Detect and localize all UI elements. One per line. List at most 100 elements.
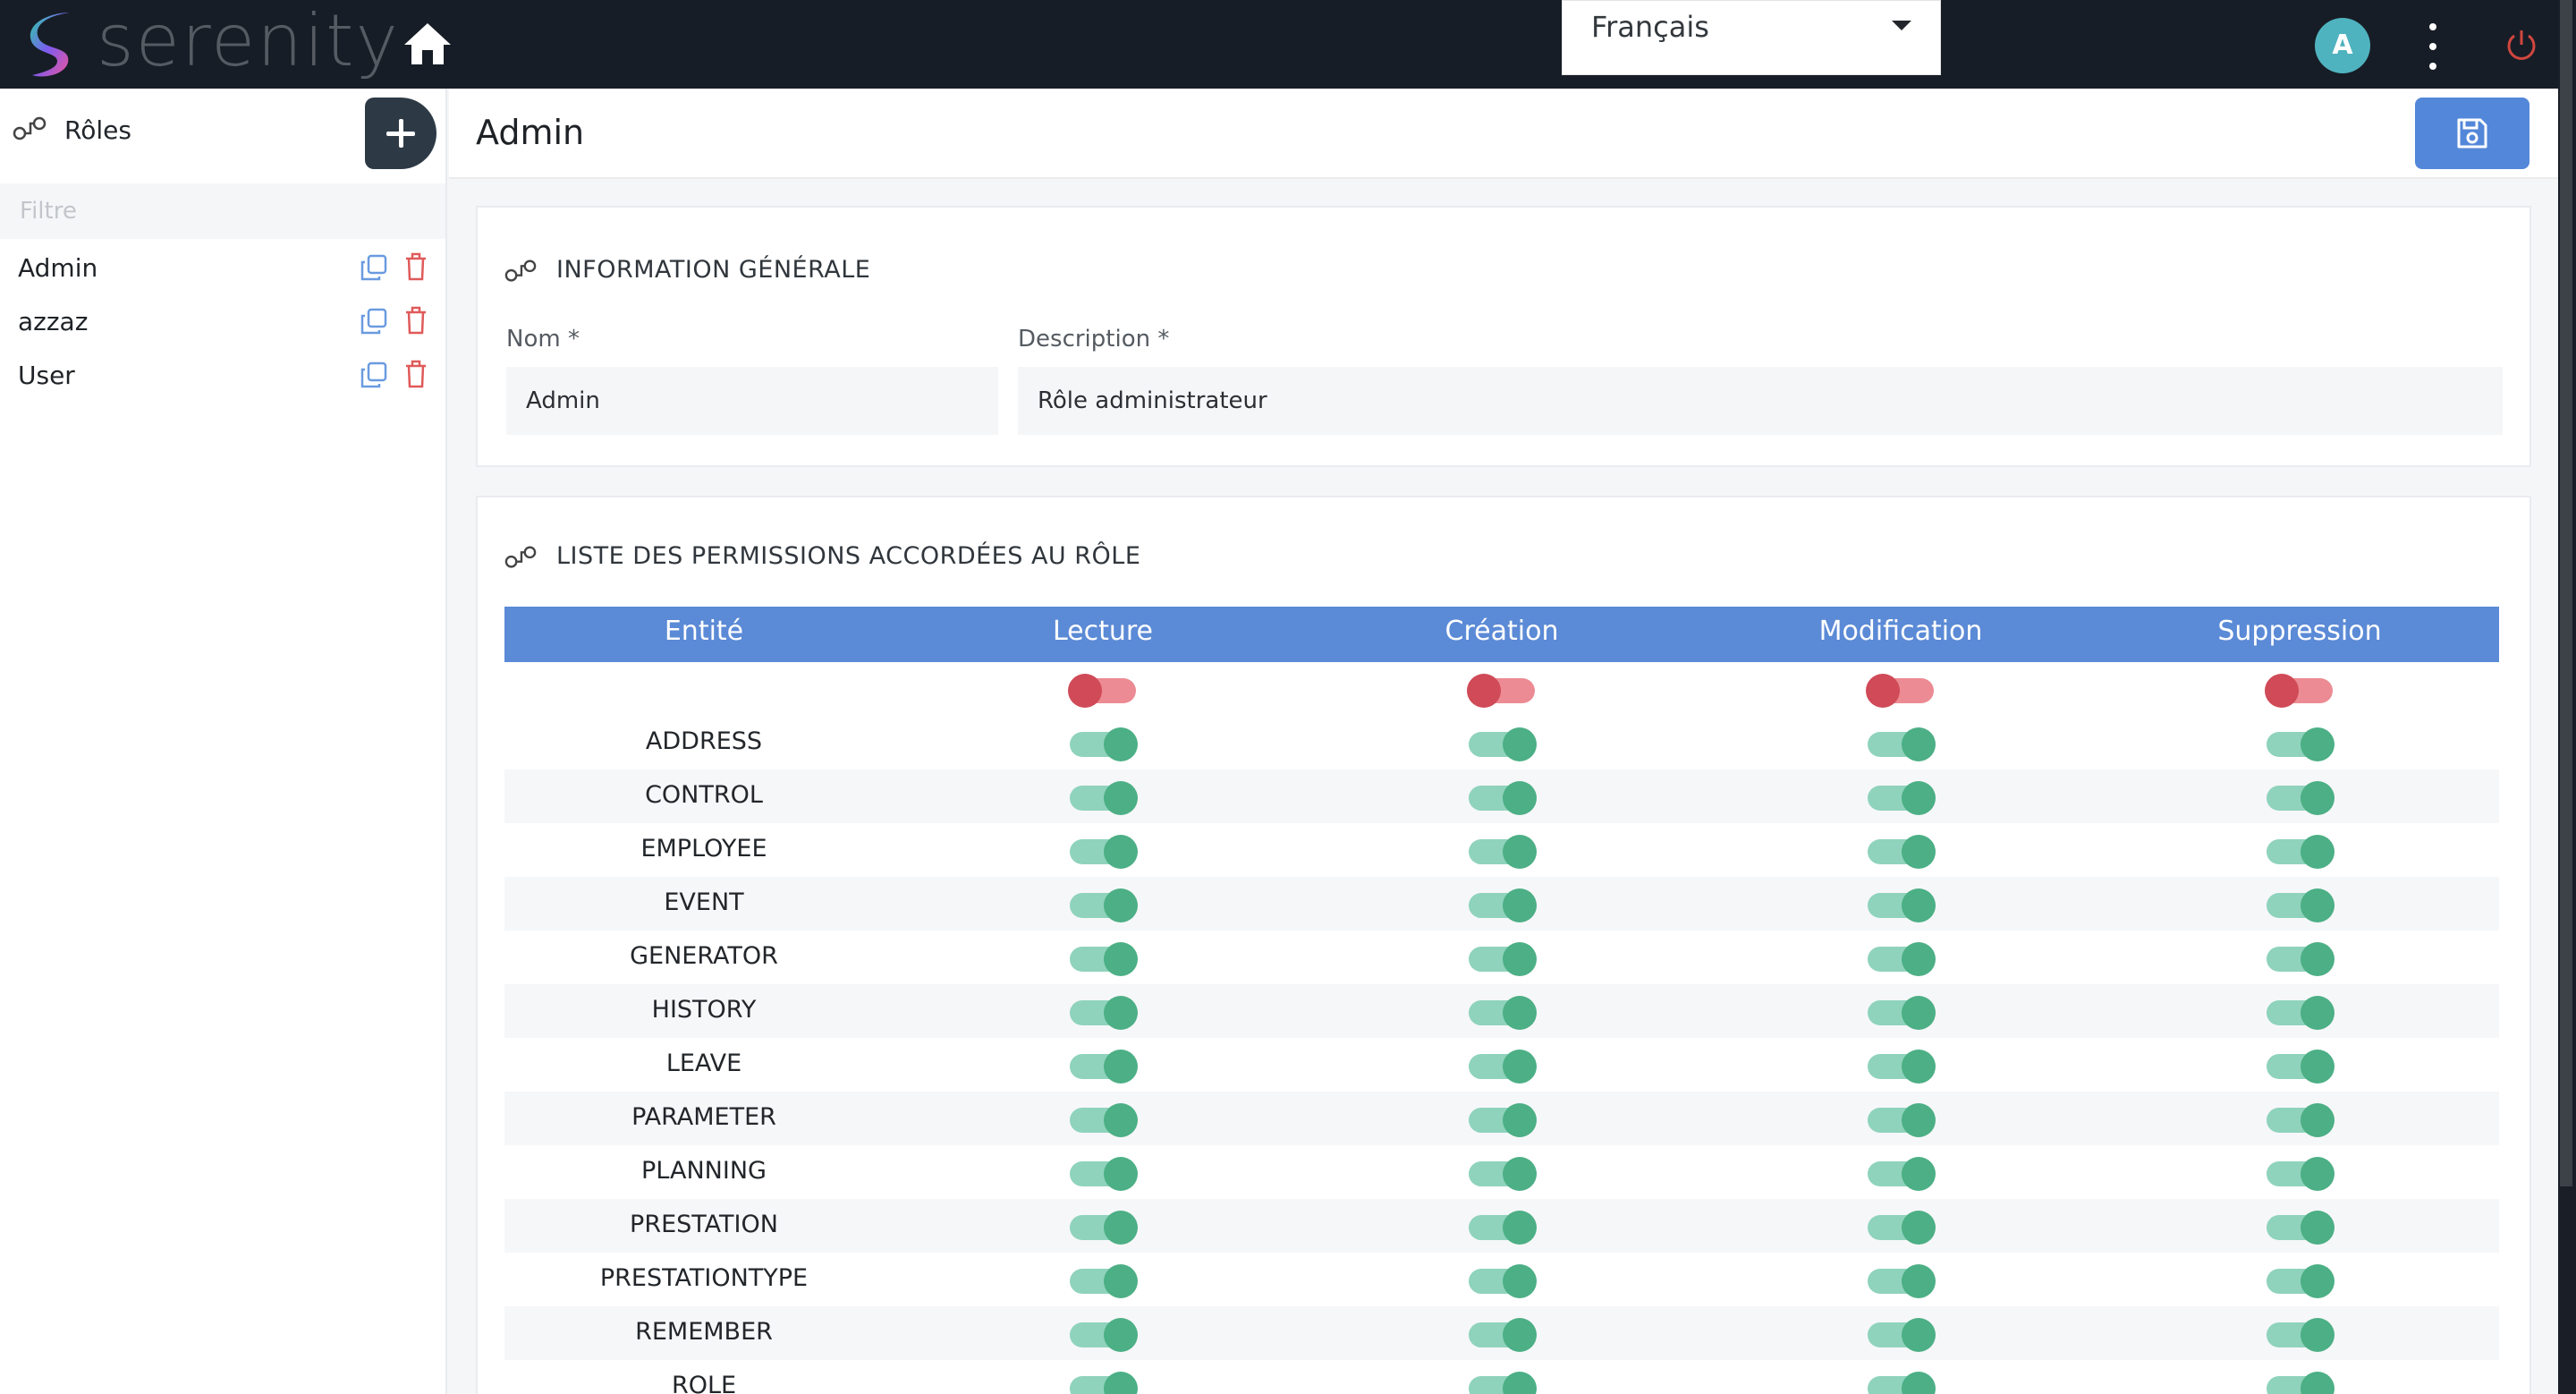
copy-icon[interactable]: [360, 253, 388, 282]
toggle-create[interactable]: [1469, 835, 1537, 869]
trash-icon[interactable]: [403, 359, 428, 389]
toggle-update[interactable]: [1868, 996, 1936, 1030]
role-item[interactable]: Admin: [0, 242, 445, 294]
permission-row: EVENT: [504, 877, 2499, 931]
toggle-delete[interactable]: [2267, 835, 2334, 869]
toggle-knob: [1503, 1157, 1537, 1191]
toggle-create[interactable]: [1469, 888, 1537, 922]
toggle-read[interactable]: [1070, 781, 1138, 815]
toggle-update[interactable]: [1868, 1318, 1936, 1352]
role-item[interactable]: azzaz: [0, 296, 445, 348]
toggle-delete[interactable]: [2267, 1157, 2334, 1191]
toggle-knob: [2301, 1372, 2334, 1394]
language-select[interactable]: Français: [1562, 0, 1941, 75]
general-info-card: INFORMATION GÉNÉRALE Nom * Description *: [476, 206, 2531, 467]
toggle-read[interactable]: [1070, 1157, 1138, 1191]
toggle-knob: [1104, 1264, 1138, 1298]
sidebar-title: Rôles: [64, 115, 131, 145]
toggle-delete[interactable]: [2267, 942, 2334, 976]
toggle-delete[interactable]: [2267, 888, 2334, 922]
toggle-delete[interactable]: [2267, 781, 2334, 815]
toggle-delete[interactable]: [2267, 1318, 2334, 1352]
toggle-update[interactable]: [1868, 1264, 1936, 1298]
toggle-update[interactable]: [1868, 942, 1936, 976]
filter-input[interactable]: [0, 183, 445, 239]
save-button[interactable]: [2415, 98, 2529, 169]
toggle-knob: [1503, 781, 1537, 815]
description-field[interactable]: [1018, 367, 2503, 435]
toggle-knob: [1902, 996, 1936, 1030]
toggle-knob: [1902, 1050, 1936, 1084]
role-item[interactable]: User: [0, 350, 445, 402]
toggle-update[interactable]: [1868, 1157, 1936, 1191]
toggle-create[interactable]: [1469, 942, 1537, 976]
toggle-delete[interactable]: [2267, 1372, 2334, 1394]
toggle-knob: [1902, 942, 1936, 976]
toggle-knob: [1902, 1211, 1936, 1245]
copy-icon[interactable]: [360, 307, 388, 336]
toggle-update[interactable]: [1868, 1103, 1936, 1137]
toggle-read[interactable]: [1070, 1264, 1138, 1298]
column-header-read: Lecture: [1052, 616, 1154, 647]
toggle-delete[interactable]: [2267, 1211, 2334, 1245]
toggle-read[interactable]: [1070, 942, 1138, 976]
toggle-knob: [2301, 888, 2334, 922]
toggle-knob: [2301, 1264, 2334, 1298]
toggle-update[interactable]: [1868, 888, 1936, 922]
toggle-delete[interactable]: [2267, 727, 2334, 761]
permissions-table-header: Entité Lecture Création Modification Sup…: [504, 607, 2499, 662]
toggle-delete[interactable]: [2267, 1264, 2334, 1298]
toggle-read[interactable]: [1070, 996, 1138, 1030]
add-role-button[interactable]: [365, 98, 436, 169]
toggle-update[interactable]: [1868, 1050, 1936, 1084]
toggle-create[interactable]: [1469, 727, 1537, 761]
toggle-create[interactable]: [1469, 1264, 1537, 1298]
column-header-delete: Suppression: [2217, 616, 2382, 647]
home-icon[interactable]: [401, 20, 454, 66]
entity-name: LEAVE: [665, 1050, 742, 1077]
toggle-read[interactable]: [1070, 1372, 1138, 1394]
copy-icon[interactable]: [360, 361, 388, 389]
toggle-create[interactable]: [1469, 1211, 1537, 1245]
toggle-knob: [2265, 674, 2299, 708]
toggle-read[interactable]: [1070, 1318, 1138, 1352]
entity-name: REMEMBER: [635, 1318, 773, 1346]
toggle-create[interactable]: [1469, 996, 1537, 1030]
toggle-read[interactable]: [1070, 1103, 1138, 1137]
toggle-all-create[interactable]: [1467, 674, 1535, 708]
toggle-delete[interactable]: [2267, 1103, 2334, 1137]
entity-name: EMPLOYEE: [640, 835, 767, 863]
toggle-update[interactable]: [1868, 1372, 1936, 1394]
toggle-delete[interactable]: [2267, 1050, 2334, 1084]
toggle-update[interactable]: [1868, 727, 1936, 761]
toggle-create[interactable]: [1469, 1050, 1537, 1084]
more-vertical-icon[interactable]: [2420, 21, 2445, 72]
toggle-all-update[interactable]: [1866, 674, 1934, 708]
toggle-update[interactable]: [1868, 835, 1936, 869]
top-bar: serenity Français A: [0, 0, 2576, 89]
toggle-update[interactable]: [1868, 1211, 1936, 1245]
page-scrollbar-thumb[interactable]: [2560, 0, 2572, 1186]
toggle-all-read[interactable]: [1068, 674, 1136, 708]
toggle-read[interactable]: [1070, 727, 1138, 761]
toggle-knob: [1503, 888, 1537, 922]
toggle-read[interactable]: [1070, 888, 1138, 922]
trash-icon[interactable]: [403, 251, 428, 282]
toggle-read[interactable]: [1070, 1211, 1138, 1245]
user-avatar[interactable]: A: [2315, 18, 2370, 73]
name-field[interactable]: [506, 367, 998, 435]
toggle-update[interactable]: [1868, 781, 1936, 815]
toggle-read[interactable]: [1070, 835, 1138, 869]
permission-row: HISTORY: [504, 984, 2499, 1038]
power-icon[interactable]: [2502, 25, 2541, 64]
toggle-read[interactable]: [1070, 1050, 1138, 1084]
toggle-create[interactable]: [1469, 781, 1537, 815]
toggle-all-delete[interactable]: [2265, 674, 2333, 708]
toggle-create[interactable]: [1469, 1157, 1537, 1191]
toggle-delete[interactable]: [2267, 996, 2334, 1030]
toggle-create[interactable]: [1469, 1318, 1537, 1352]
toggle-create[interactable]: [1469, 1372, 1537, 1394]
toggle-create[interactable]: [1469, 1103, 1537, 1137]
toggle-knob: [1503, 727, 1537, 761]
trash-icon[interactable]: [403, 305, 428, 336]
